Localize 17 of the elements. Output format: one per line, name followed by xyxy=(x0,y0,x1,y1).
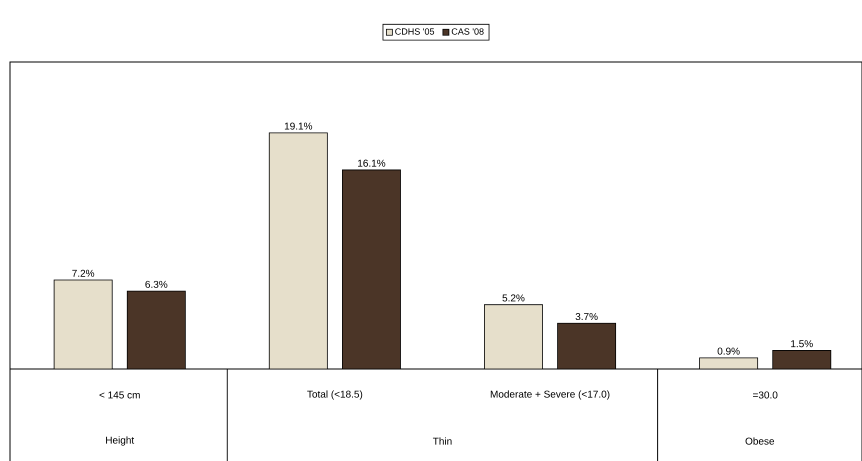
text: Height xyxy=(106,436,134,446)
text: Obese xyxy=(746,437,774,445)
data-label: 0.9% xyxy=(718,348,740,355)
data-label: 1.5% xyxy=(791,340,813,348)
data-label: 3.7% xyxy=(576,312,598,320)
data-label: 7.2% xyxy=(72,270,94,277)
x-tick-label: < 145 cm xyxy=(100,392,140,398)
legend-label: CAS '08 xyxy=(452,28,484,35)
data-label: 16.1% xyxy=(358,160,386,167)
x-tick-label: =30.0 xyxy=(753,391,778,399)
data-label: 6.3% xyxy=(145,280,168,288)
text: Thin xyxy=(432,437,452,445)
x-tick-label: Total (<18.5) xyxy=(307,390,362,400)
legend-label: CDHS '05 xyxy=(395,28,434,35)
data-label: 19.1% xyxy=(284,122,312,130)
x-tick-label: Moderate + Severe (<17.0) xyxy=(490,390,610,400)
data-label: 5.2% xyxy=(502,294,525,302)
